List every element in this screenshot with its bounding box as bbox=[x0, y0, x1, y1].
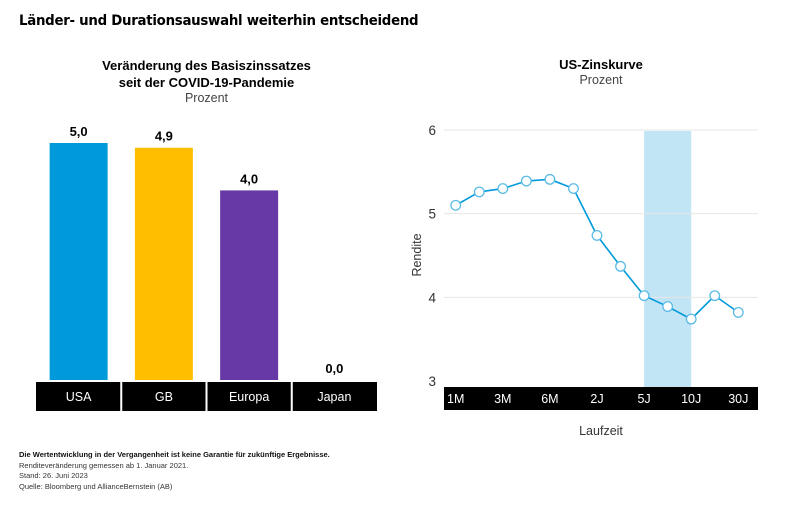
data-point-2j bbox=[591, 229, 603, 241]
footer-source: Quelle: Bloomberg und AllianceBernstein … bbox=[19, 481, 173, 491]
y-axis-label: Rendite bbox=[410, 233, 424, 276]
x-tick-label: 5J bbox=[637, 392, 650, 406]
bar-value-label: 5,0 bbox=[70, 124, 88, 139]
page-title: Länder- und Durationsauswahl weiterhin e… bbox=[19, 13, 419, 29]
x-tick-label: 6M bbox=[541, 392, 558, 406]
category-box-europa bbox=[207, 382, 291, 411]
bar-chart-subtitle: Prozent bbox=[184, 91, 229, 105]
x-tick-label: 10J bbox=[681, 392, 701, 406]
category-label: USA bbox=[66, 390, 92, 404]
bar-chart-title: Veränderung des Basiszinssatzes seit der… bbox=[36, 57, 377, 91]
series-line bbox=[455, 178, 739, 321]
x-tick-label: 30J bbox=[728, 392, 748, 406]
x-tick-label: 1M bbox=[447, 392, 464, 406]
bar-gb bbox=[134, 147, 193, 380]
line-chart-title: US-Zinskurve bbox=[559, 57, 643, 72]
data-point-3m bbox=[497, 183, 509, 195]
data-point-1j bbox=[568, 183, 579, 195]
category-label: GB bbox=[155, 390, 173, 404]
data-point-6m bbox=[544, 173, 556, 185]
category-label: Europa bbox=[229, 390, 269, 404]
x-axis-label: Laufzeit bbox=[579, 424, 623, 438]
footer: Die Wertentwicklung in der Vergangenheit… bbox=[19, 450, 330, 492]
data-point-10j bbox=[685, 313, 697, 325]
category-box-usa bbox=[36, 382, 121, 411]
highlight-band bbox=[644, 131, 692, 387]
category-box-japan bbox=[292, 382, 377, 411]
bar-europa bbox=[220, 190, 279, 380]
y-tick-label: 6 bbox=[428, 123, 436, 138]
x-tick-label: 3M bbox=[494, 392, 511, 406]
data-point-7j bbox=[662, 301, 674, 312]
data-point-1m bbox=[450, 199, 462, 211]
data-point-5j bbox=[638, 290, 650, 302]
data-point-20j bbox=[709, 290, 721, 302]
y-tick-label: 5 bbox=[428, 207, 436, 222]
footer-note: Renditeveränderung gemessen ab 1. Januar… bbox=[19, 460, 189, 470]
footer-date: Stand: 26. Juni 2023 bbox=[19, 471, 88, 480]
data-point-2m bbox=[473, 186, 485, 198]
bar-value-label: 4,0 bbox=[240, 171, 258, 186]
data-point-30j bbox=[732, 306, 744, 318]
bar-value-label: 0,0 bbox=[325, 361, 343, 376]
bar-usa bbox=[49, 143, 108, 380]
category-label: Japan bbox=[317, 390, 351, 404]
x-axis-label-bar bbox=[444, 387, 758, 410]
data-point-4m bbox=[520, 175, 532, 187]
bar-chart-title-line-2: seit der COVID-19-Pandemie bbox=[118, 75, 295, 90]
data-point-3j bbox=[615, 260, 627, 272]
y-tick-label: 3 bbox=[428, 374, 436, 389]
y-tick-label: 4 bbox=[428, 290, 436, 305]
bar-chart-title-line-1: Veränderung des Basiszinssatzes bbox=[102, 58, 311, 73]
footer-disclaimer: Die Wertentwicklung in der Vergangenheit… bbox=[19, 450, 330, 459]
x-tick-label: 2J bbox=[590, 392, 603, 406]
bar-value-label: 4,9 bbox=[155, 129, 173, 144]
line-chart-subtitle: Prozent bbox=[579, 73, 623, 87]
category-box-gb bbox=[122, 382, 206, 411]
